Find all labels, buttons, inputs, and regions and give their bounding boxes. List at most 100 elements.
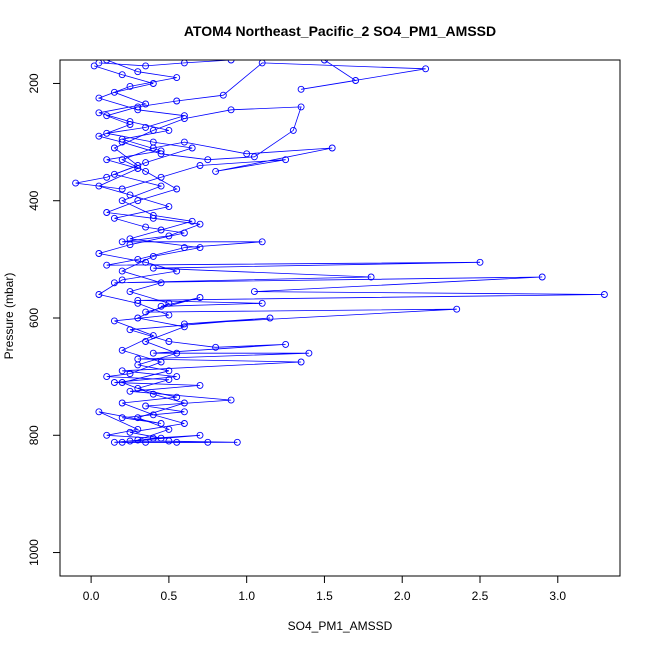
x-tick-label: 1.5: [316, 589, 333, 603]
data-point: [282, 340, 290, 348]
data-point: [204, 156, 212, 164]
data-point: [180, 138, 188, 146]
data-point: [134, 314, 142, 322]
data-point: [157, 302, 165, 310]
y-tick-label: 600: [27, 308, 41, 328]
data-point: [126, 387, 134, 395]
data-point: [352, 77, 360, 84]
y-tick-label: 1000: [27, 539, 41, 566]
data-point: [196, 294, 204, 301]
data-point: [204, 438, 212, 446]
data-point: [173, 438, 181, 446]
data-point: [95, 408, 103, 416]
data-point: [165, 311, 173, 319]
data-point: [103, 173, 111, 181]
data-point: [118, 238, 126, 246]
series-line: [94, 65, 208, 443]
data-point: [142, 123, 150, 131]
data-point: [142, 167, 150, 175]
data-point: [173, 349, 181, 357]
data-point: [165, 425, 173, 433]
data-point: [173, 185, 181, 193]
data-point: [196, 244, 204, 252]
data-point: [126, 428, 134, 436]
data-point: [422, 65, 430, 73]
data-point: [165, 437, 173, 445]
data-point: [142, 223, 150, 231]
plot-frame: [59, 59, 621, 577]
data-point: [219, 91, 227, 99]
data-point: [134, 436, 142, 444]
data-point: [90, 62, 98, 70]
data-point: [95, 94, 103, 102]
data-point: [103, 156, 111, 164]
data-point: [266, 314, 274, 322]
axes-layer: 0.0 0.5 1.0 1.5 2.0 2.5 3.0 200 400 600 800 1000: [27, 73, 566, 603]
data-point: [126, 288, 134, 296]
data-point: [142, 62, 150, 70]
data-point: [250, 288, 258, 296]
data-point: [180, 60, 188, 67]
data-point: [250, 153, 258, 161]
data-point: [173, 74, 181, 82]
data-point: [110, 438, 118, 446]
data-point: [196, 220, 204, 228]
data-point: [165, 376, 173, 384]
data-point: [196, 431, 204, 439]
data-point: [173, 97, 181, 105]
series-layer: [72, 60, 608, 446]
data-point: [134, 197, 142, 205]
data-point: [110, 88, 118, 96]
data-point: [126, 370, 134, 378]
data-point: [180, 112, 188, 120]
data-point: [157, 173, 165, 181]
data-point: [165, 299, 173, 307]
x-tick-label: 1.0: [238, 589, 255, 603]
data-point: [103, 431, 111, 439]
data-point: [305, 349, 313, 357]
data-point: [453, 305, 461, 313]
data-point: [95, 250, 103, 257]
data-point: [227, 106, 235, 114]
data-point: [173, 373, 181, 381]
data-point: [95, 291, 103, 298]
data-point: [367, 273, 375, 281]
data-point: [118, 399, 126, 407]
data-point: [600, 291, 608, 298]
data-point: [103, 261, 111, 269]
data-point: [110, 379, 118, 386]
data-point: [103, 373, 111, 381]
data-point: [149, 434, 157, 442]
x-tick-label: 3.0: [549, 589, 566, 603]
data-point: [118, 71, 126, 79]
series-line: [97, 60, 201, 441]
data-point: [180, 323, 188, 331]
data-point: [165, 126, 173, 134]
data-point: [538, 273, 546, 281]
data-point: [142, 438, 150, 446]
data-point: [227, 60, 235, 64]
data-point: [233, 438, 241, 446]
data-point: [134, 255, 142, 263]
data-point: [142, 159, 150, 167]
data-point: [118, 276, 126, 284]
data-point: [118, 197, 126, 205]
x-tick-label: 2.0: [394, 589, 411, 603]
data-point: [103, 60, 111, 64]
data-point: [118, 346, 126, 354]
data-point: [196, 162, 204, 169]
data-point: [227, 396, 235, 404]
data-point: [476, 258, 484, 266]
data-point: [196, 381, 204, 389]
data-point: [165, 338, 173, 345]
x-tick-label: 0.5: [161, 589, 178, 603]
data-point: [157, 434, 165, 442]
data-point: [110, 170, 118, 178]
data-point: [297, 85, 305, 93]
data-point: [134, 425, 142, 433]
data-point: [118, 185, 126, 193]
data-point: [134, 106, 142, 114]
data-point: [188, 217, 196, 225]
data-point: [110, 317, 118, 325]
data-point: [243, 150, 251, 158]
